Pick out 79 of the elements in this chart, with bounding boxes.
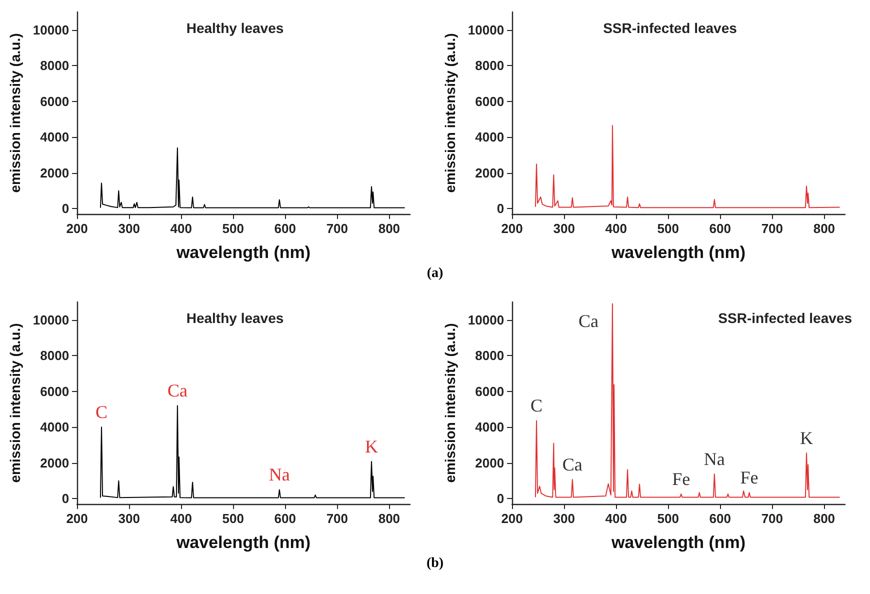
y-tick-label: 6000 [475,94,504,109]
y-tick-label: 2000 [475,165,504,180]
x-tick-label: 800 [813,221,836,236]
text: Healthy leaves [186,20,284,36]
text: (b) [426,556,444,571]
x-tick-label: 400 [170,221,192,236]
y-tick-label: 4000 [475,420,504,435]
y-tick-label: 6000 [475,384,504,399]
annotation: Na [268,464,290,485]
x-tick-label: 500 [222,511,244,526]
annotation: Ca [578,310,598,331]
y-tick-label: 10000 [468,22,504,38]
x-tick-label: 200 [66,511,88,526]
x-axis-title: wavelength (nm) [610,243,746,262]
x-tick-label: 700 [326,221,348,236]
line-series [100,147,406,208]
y-tick-label: 8000 [475,348,504,364]
y-tick-label: 4000 [40,420,70,435]
x-tick-label: 600 [274,221,296,236]
x-tick-label: 500 [657,221,679,236]
y-tick-label: 8000 [40,348,70,364]
x-tick-label: 200 [66,221,88,236]
x-tick-label: 500 [222,221,244,236]
annotation: K [365,436,378,456]
x-tick-label: 700 [761,511,784,526]
x-tick-label: 600 [709,511,731,526]
x-tick-label: 200 [501,221,523,236]
y-tick-label: 0 [496,491,504,506]
annotation: Fe [740,468,758,488]
y-tick-label: 0 [496,201,504,216]
y-tick-label: 10000 [32,22,70,38]
text: SSR-infected leaves [718,310,852,326]
annotation: Na [704,448,725,469]
text: (a) [426,266,444,281]
y-axis-title: emission intensity (a.u.) [442,33,458,193]
x-tick-label: 700 [326,511,348,526]
x-tick-label: 500 [657,511,679,526]
annotation: Ca [562,454,582,475]
x-tick-label: 600 [274,511,296,526]
y-axis-title: emission intensity (a.u.) [442,323,458,483]
y-tick-label: 6000 [40,384,70,399]
y-tick-label: 4000 [40,130,70,145]
x-tick-label: 300 [118,221,140,236]
x-tick-label: 300 [553,511,575,526]
x-tick-label: 400 [605,511,627,526]
x-axis-title: wavelength (nm) [610,533,746,552]
y-tick-label: 0 [62,491,70,506]
annotation: Ca [167,380,188,401]
x-tick-label: 800 [378,511,400,526]
y-tick-label: 10000 [32,312,70,328]
annotation: Fe [672,468,690,489]
x-tick-label: 800 [378,221,400,236]
annotation: C [530,396,543,416]
text: SSR-infected leaves [603,20,738,36]
y-tick-label: 8000 [475,58,504,74]
x-tick-label: 200 [501,511,523,526]
y-tick-label: 2000 [40,165,70,180]
y-tick-label: 2000 [40,455,70,470]
x-tick-label: 700 [761,221,784,236]
x-tick-label: 800 [813,511,836,526]
x-tick-label: 400 [170,511,192,526]
y-tick-label: 6000 [40,94,70,109]
y-tick-label: 10000 [468,312,504,328]
y-tick-label: 4000 [475,130,504,145]
x-tick-label: 600 [709,221,731,236]
y-axis-title: emission intensity (a.u.) [7,33,23,193]
annotation: C [95,402,108,422]
y-tick-label: 2000 [475,455,504,470]
x-axis-title: wavelength (nm) [175,243,311,262]
y-axis-title: emission intensity (a.u.) [7,323,23,483]
text: Healthy leaves [186,310,284,326]
x-tick-label: 400 [605,221,627,236]
x-axis-title: wavelength (nm) [175,533,311,552]
y-tick-label: 8000 [40,58,70,74]
line-series [534,125,840,208]
annotation: K [800,428,814,448]
y-tick-label: 0 [62,201,70,216]
x-tick-label: 300 [553,221,575,236]
x-tick-label: 300 [118,511,140,526]
